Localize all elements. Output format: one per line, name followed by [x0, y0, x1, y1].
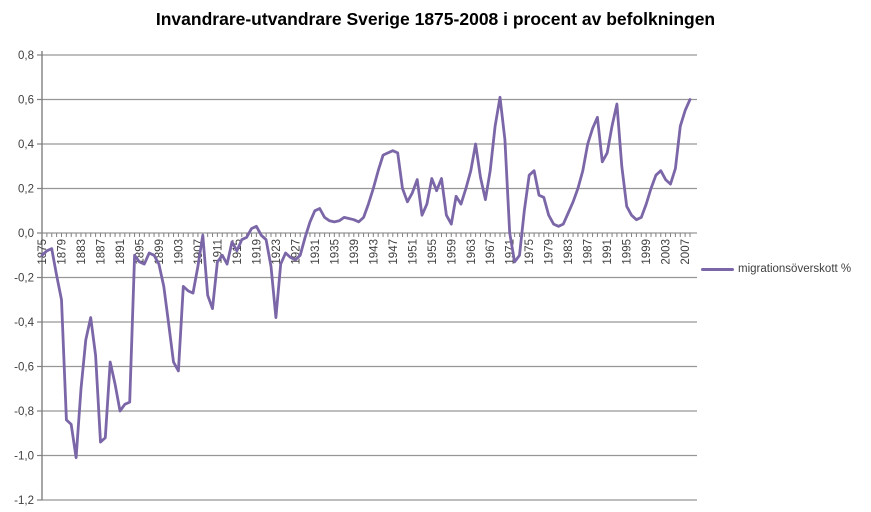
- x-axis-tick-label: 1883: [76, 239, 88, 265]
- y-axis-tick-label: 0,8: [18, 50, 34, 62]
- x-axis-tick-label: 1955: [427, 239, 439, 265]
- x-axis-tick-label: 1943: [368, 239, 380, 265]
- x-axis-tick-label: 1919: [251, 239, 263, 265]
- y-axis-tick-label: -1,0: [14, 451, 34, 463]
- x-axis-tick-label: 1939: [349, 239, 361, 265]
- y-axis-tick-label: 0,2: [18, 184, 34, 196]
- x-axis-tick-label: 1979: [544, 239, 556, 265]
- y-axis-tick-label: -0,8: [14, 406, 34, 418]
- x-axis-tick-label: 1967: [485, 239, 497, 265]
- x-axis-tick-label: 1951: [407, 239, 419, 265]
- x-axis-tick-label: 1963: [466, 239, 478, 265]
- x-axis-tick-label: 1983: [563, 239, 575, 265]
- x-axis-tick-label: 1959: [446, 239, 458, 265]
- x-axis-tick-label: 2007: [680, 239, 692, 265]
- x-axis-tick-label: 1935: [329, 239, 341, 265]
- x-axis-tick-label: 1923: [271, 239, 283, 265]
- x-axis-tick-label: 1995: [622, 239, 634, 265]
- x-axis-tick-label: 1999: [641, 239, 653, 265]
- y-axis-tick-label: 0,4: [18, 139, 35, 151]
- x-axis-tick-label: 2003: [661, 239, 673, 265]
- x-axis-tick-label: 1991: [602, 239, 614, 265]
- x-axis-tick-label: 1931: [310, 239, 322, 265]
- y-axis-tick-label: -0,4: [14, 317, 34, 329]
- chart-title: Invandrare-utvandrare Sverige 1875-2008 …: [155, 9, 716, 29]
- x-axis-tick-label: 1879: [56, 239, 68, 265]
- x-axis-tick-label: 1987: [583, 239, 595, 265]
- data-series-line: [40, 95, 692, 460]
- y-axis-tick-label: -0,6: [14, 362, 34, 374]
- legend-label: migrationsöverskott %: [738, 263, 852, 275]
- y-axis-tick-label: 0,0: [18, 228, 34, 240]
- legend-line-swatch: [701, 267, 734, 271]
- legend: migrationsöverskott %: [701, 263, 851, 275]
- y-axis-tick-label: -1,2: [14, 495, 34, 507]
- x-axis-tick-label: 1975: [524, 239, 536, 265]
- y-axis-tick-label: 0,6: [18, 95, 34, 107]
- x-axis-tick-label: 1891: [115, 239, 127, 265]
- y-axis-tick-label: -0,2: [14, 273, 34, 285]
- x-axis-tick-label: 1887: [95, 239, 107, 265]
- x-axis-tick-label: 1875: [37, 239, 49, 265]
- x-axis-tick-label: 1903: [173, 239, 185, 265]
- x-axis-tick-label: 1947: [388, 239, 400, 265]
